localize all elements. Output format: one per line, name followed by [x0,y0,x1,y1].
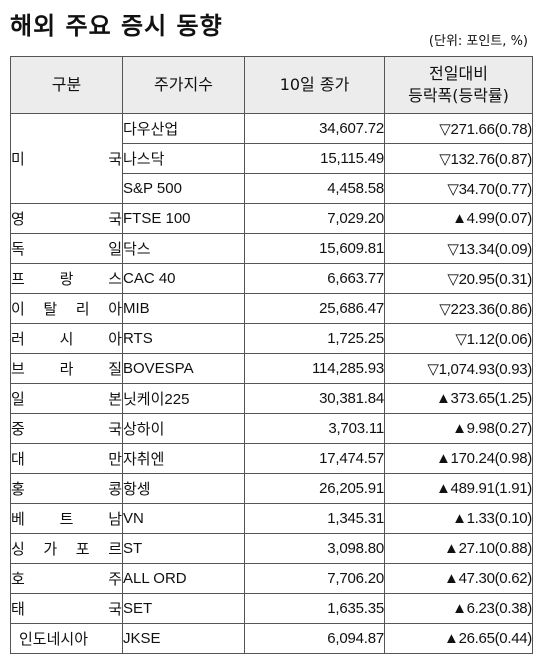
index-cell: S&P 500 [122,173,245,204]
index-cell: 닛케이225 [122,383,245,414]
table-row: 독 일 닥스 15,609.81 ▽13.34(0.09) [10,233,533,264]
index-cell: 다우산업 [122,113,245,144]
table-row: 태 국 SET 1,635.35 ▲6.23(0.38) [10,593,533,624]
unit-note: (단위: 포인트, %) [428,34,528,49]
table-row: 호 주 ALL ORD 7,706.20 ▲47.30(0.62) [10,563,533,594]
index-cell: CAC 40 [122,263,245,294]
table-row: S&P 500 4,458.58 ▽34.70(0.77) [11,173,533,204]
change-cell: ▲27.10(0.88) [384,533,533,564]
country-cell: 이 탈 리 아 [10,293,123,324]
table-header-row: 구분 주가지수 10일 종가 전일대비 등락폭(등락률) [10,56,533,114]
close-cell: 1,725.25 [244,323,385,354]
header-change: 전일대비 등락폭(등락률) [384,56,533,114]
table-body: 미 국 다우산업 34,607.72 ▽271.66(0.78) 나스닥 15,115.4… [10,113,533,654]
change-cell: ▽271.66(0.78) [384,113,533,144]
table-row: 홍 콩 항셍 26,205.91 ▲489.91(1.91) [10,473,533,504]
close-cell: 34,607.72 [244,113,385,144]
close-cell: 6,663.77 [244,263,385,294]
change-cell: ▽1.12(0.06) [384,323,533,354]
index-cell: 나스닥 [122,143,245,174]
table-row: 베 트 남 VN 1,345.31 ▲1.33(0.10) [10,503,533,534]
index-cell: JKSE [122,623,245,654]
market-index-table: 구분 주가지수 10일 종가 전일대비 등락폭(등락률) 미 국 다우산업 34,6… [10,56,533,654]
index-cell: VN [122,503,245,534]
country-cell: 인도네시아 [10,623,123,654]
close-cell: 7,706.20 [244,563,385,594]
table-row: 러 시 아 RTS 1,725.25 ▽1.12(0.06) [10,323,533,354]
index-cell: BOVESPA [122,353,245,384]
index-cell: ALL ORD [122,563,245,594]
country-cell: 베 트 남 [10,503,123,534]
index-cell: FTSE 100 [122,203,245,234]
close-cell: 1,635.35 [244,593,385,624]
change-cell: ▽20.95(0.31) [384,263,533,294]
header-close: 10일 종가 [244,56,385,114]
change-cell: ▲1.33(0.10) [384,503,533,534]
close-cell: 25,686.47 [244,293,385,324]
close-cell: 6,094.87 [244,623,385,654]
table-row: 나스닥 15,115.49 ▽132.76(0.87) [11,143,533,174]
change-cell: ▲6.23(0.38) [384,593,533,624]
index-cell: 자취엔 [122,443,245,474]
close-cell: 1,345.31 [244,503,385,534]
header-index: 주가지수 [122,56,245,114]
table-row: 브 라 질 BOVESPA 114,285.93 ▽1,074.93(0.93) [10,353,533,384]
change-cell: ▽132.76(0.87) [384,143,533,174]
change-cell: ▽1,074.93(0.93) [384,353,533,384]
table-row: 중 국 상하이 3,703.11 ▲9.98(0.27) [10,413,533,444]
change-cell: ▽34.70(0.77) [384,173,533,204]
close-cell: 3,098.80 [244,533,385,564]
index-cell: 상하이 [122,413,245,444]
country-cell: 일 본 [10,383,123,414]
country-cell: 홍 콩 [10,473,123,504]
index-cell: ST [122,533,245,564]
close-cell: 17,474.57 [244,443,385,474]
index-cell: RTS [122,323,245,354]
change-cell: ▲170.24(0.98) [384,443,533,474]
table-row: 미 국 다우산업 34,607.72 ▽271.66(0.78) [10,113,533,204]
change-cell: ▲373.65(1.25) [384,383,533,414]
close-cell: 7,029.20 [244,203,385,234]
close-cell: 15,609.81 [244,233,385,264]
table-row: 프 랑 스 CAC 40 6,663.77 ▽20.95(0.31) [10,263,533,294]
table-row: 인도네시아 JKSE 6,094.87 ▲26.65(0.44) [10,623,533,654]
country-cell: 영 국 [10,203,123,234]
close-cell: 26,205.91 [244,473,385,504]
change-cell: ▲47.30(0.62) [384,563,533,594]
table-row: 싱 가 포 르 ST 3,098.80 ▲27.10(0.88) [10,533,533,564]
country-cell: 프 랑 스 [10,263,123,294]
country-cell: 러 시 아 [10,323,123,354]
change-cell: ▲489.91(1.91) [384,473,533,504]
header-change-line1: 전일대비 [429,64,488,83]
change-cell: ▲9.98(0.27) [384,413,533,444]
table-row: 대 만 자취엔 17,474.57 ▲170.24(0.98) [10,443,533,474]
country-cell: 대 만 [10,443,123,474]
country-cell: 브 라 질 [10,353,123,384]
country-cell: 미 국 [10,113,123,204]
index-cell: SET [122,593,245,624]
change-cell: ▽223.36(0.86) [384,293,533,324]
change-cell: ▲26.65(0.44) [384,623,533,654]
country-cell: 호 주 [10,563,123,594]
index-cell: 닥스 [122,233,245,264]
index-cell: MIB [122,293,245,324]
close-cell: 15,115.49 [244,143,385,174]
page-title: 해외 주요 증시 동향 [10,12,223,40]
change-cell: ▲4.99(0.07) [384,203,533,234]
index-cell: 항셍 [122,473,245,504]
header-change-line2: 등락폭(등락률) [408,86,509,105]
change-cell: ▽13.34(0.09) [384,233,533,264]
close-cell: 30,381.84 [244,383,385,414]
country-cell: 중 국 [10,413,123,444]
country-cell: 태 국 [10,593,123,624]
table-row: 영 국 FTSE 100 7,029.20 ▲4.99(0.07) [10,203,533,234]
table-row: 일 본 닛케이225 30,381.84 ▲373.65(1.25) [10,383,533,414]
country-cell: 싱 가 포 르 [10,533,123,564]
header-country: 구분 [10,56,123,114]
close-cell: 4,458.58 [244,173,385,204]
close-cell: 114,285.93 [244,353,385,384]
country-cell: 독 일 [10,233,123,264]
table-row: 이 탈 리 아 MIB 25,686.47 ▽223.36(0.86) [10,293,533,324]
close-cell: 3,703.11 [244,413,385,444]
